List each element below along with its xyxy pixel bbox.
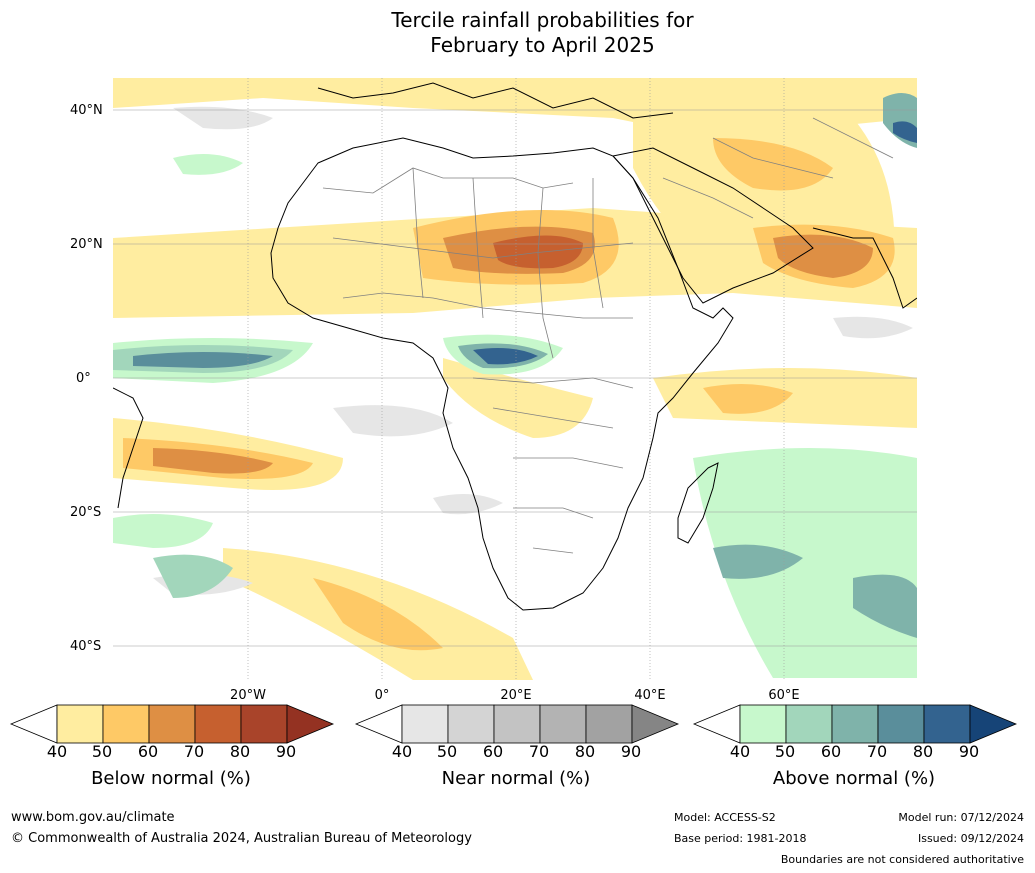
below-tick-90: 90 [275,742,297,761]
map-svg [113,78,917,680]
above-swatch-3 [877,704,925,744]
lat-label-40s: 40°S [70,639,102,654]
footer-model-run: Model run: 07/12/2024 [898,811,1024,824]
lon-label-20e: 20°E [500,688,532,703]
footer-website: www.bom.gov.au/climate [11,810,175,825]
below-normal-shading [113,78,917,680]
near-tick-90: 90 [620,742,642,761]
gridlines [113,78,917,680]
footer-model: Model: ACCESS-S2 [674,811,776,824]
below-tick-80: 80 [229,742,251,761]
lon-label-40e: 40°E [634,688,666,703]
above-tick-70: 70 [866,742,888,761]
footer-base-period: Base period: 1981-2018 [674,832,807,845]
above-tick-60: 60 [820,742,842,761]
lat-label-20s: 20°S [70,505,102,520]
footer-disclaimer: Boundaries are not considered authoritat… [780,853,1024,866]
above-extend-low [692,704,741,744]
above-swatch-0 [739,704,787,744]
below-swatch-4 [240,704,288,744]
title-line-1: Tercile rainfall probabilities for [391,8,694,32]
probability-map [113,78,917,680]
below-extend-high [286,704,335,744]
near-tick-40: 40 [391,742,413,761]
near-tick-70: 70 [528,742,550,761]
footer-copyright: © Commonwealth of Australia 2024, Austra… [11,831,472,846]
below-swatch-0 [56,704,104,744]
lon-label-0: 0° [374,688,390,703]
colorbar-above-title: Above normal (%) [772,768,936,789]
near-swatch-4 [585,704,633,744]
colorbar-below-normal [9,704,335,744]
near-tick-50: 50 [436,742,458,761]
above-tick-80: 80 [912,742,934,761]
near-swatch-1 [447,704,495,744]
below-tick-40: 40 [46,742,68,761]
below-tick-60: 60 [137,742,159,761]
lat-label-20n: 20°N [70,237,103,252]
below-swatch-1 [102,704,150,744]
colorbar-below-title: Below normal (%) [91,768,251,789]
footer-issued: Issued: 09/12/2024 [917,832,1024,845]
above-swatch-2 [831,704,879,744]
above-tick-90: 90 [958,742,980,761]
colorbar-below-svg [9,704,335,744]
lat-label-40n: 40°N [70,103,103,118]
colorbar-above-normal [692,704,1018,744]
colorbar-near-svg [354,704,680,744]
map-title: Tercile rainfall probabilities for Febru… [0,8,1035,58]
country-borders [322,117,894,554]
above-swatch-1 [785,704,833,744]
below-tick-50: 50 [91,742,113,761]
below-extend-low [9,704,58,744]
near-swatch-0 [401,704,449,744]
colorbar-above-svg [692,704,1018,744]
lat-label-equator: 0° [76,371,91,386]
coastline [113,82,917,611]
lon-label-20w: 20°W [230,688,266,703]
above-swatch-4 [923,704,971,744]
below-swatch-3 [194,704,242,744]
above-extend-high [969,704,1018,744]
lon-label-60e: 60°E [768,688,800,703]
colorbar-near-normal [354,704,680,744]
above-tick-50: 50 [774,742,796,761]
near-extend-high [631,704,680,744]
colorbar-near-title: Near normal (%) [441,768,591,789]
above-tick-40: 40 [729,742,751,761]
near-tick-60: 60 [482,742,504,761]
near-extend-low [354,704,403,744]
near-swatch-3 [539,704,587,744]
title-line-2: February to April 2025 [430,33,655,57]
below-tick-70: 70 [183,742,205,761]
near-tick-80: 80 [574,742,596,761]
below-swatch-2 [148,704,196,744]
near-swatch-2 [493,704,541,744]
